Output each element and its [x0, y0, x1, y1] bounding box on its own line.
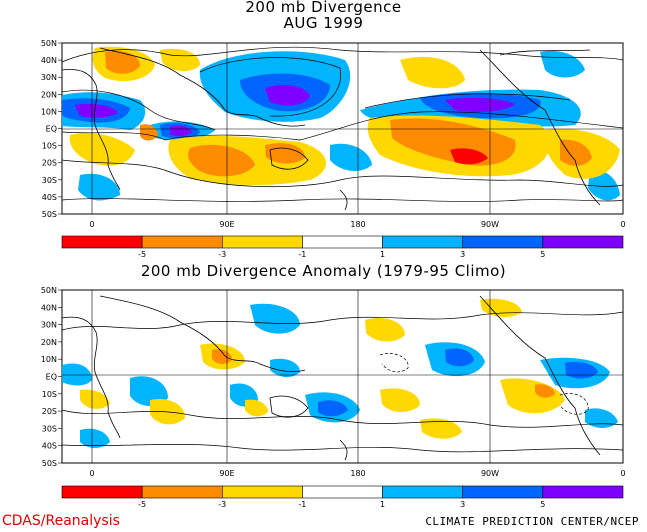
top-lon-label: 90W: [481, 220, 499, 229]
top-lat-label: 10S: [42, 142, 57, 151]
bottom-map-grid: [62, 290, 623, 463]
bottom-map-coastlines: [61, 295, 601, 461]
bottom-lon-label: 0: [89, 469, 94, 478]
bottom-lat-label: 30N: [41, 321, 57, 330]
bottom-lat-label: 40N: [41, 303, 57, 312]
bottom-colorbar-swatch: [61, 485, 143, 499]
top-lat-label: 50N: [41, 39, 57, 48]
top-lon-axis: 0 90E 180 90W 0: [89, 220, 625, 229]
top-colorbar-tick: -1: [298, 250, 306, 259]
top-lat-label: 20N: [41, 90, 57, 99]
top-colorbar-swatch: [542, 235, 624, 249]
bottom-map-contours: [61, 311, 624, 453]
top-colorbar-tick: 1: [380, 250, 385, 259]
top-colorbar-swatch: [382, 235, 464, 249]
bottom-lat-axis: 50N 40N 30N 20N 10N EQ 10S 20S 30S 40S 50S: [41, 286, 62, 468]
top-map-grid: [62, 43, 623, 214]
top-lat-label: 50S: [42, 210, 57, 219]
top-lat-label: EQ: [46, 125, 57, 134]
bottom-lon-label: 90W: [481, 469, 499, 478]
bottom-colorbar-tick: 3: [460, 500, 465, 509]
top-map-coastlines: [61, 47, 601, 211]
top-title-line2: AUG 1999: [283, 14, 364, 32]
bottom-colorbar-tick: -3: [218, 500, 226, 509]
top-colorbar-swatch: [462, 235, 544, 249]
top-lat-label: 40S: [42, 193, 57, 202]
bottom-map-shading: [62, 298, 618, 448]
top-colorbar: -5 -3 -1 1 3 5: [61, 235, 624, 259]
top-title-line1: 200 mb Divergence: [245, 0, 402, 16]
top-lat-axis: 50N 40N 30N 20N 10N EQ 10S 20S 30S 40S 50S: [41, 39, 62, 219]
bottom-lon-label: 90E: [219, 469, 234, 478]
top-colorbar-swatch: [141, 235, 223, 249]
bottom-colorbar: -5 -3 -1 1 3 5: [61, 485, 624, 509]
bottom-lat-label: 30S: [42, 424, 57, 433]
bottom-lat-label: 50S: [42, 459, 57, 468]
bottom-lon-label: 180: [350, 469, 365, 478]
bottom-colorbar-swatch: [462, 485, 544, 499]
top-colorbar-tick: 3: [460, 250, 465, 259]
top-lat-label: 40N: [41, 56, 57, 65]
bottom-colorbar-tick: -1: [298, 500, 306, 509]
top-lon-label: 0: [620, 220, 625, 229]
bottom-lon-label: 0: [620, 469, 625, 478]
bottom-lon-axis: 0 90E 180 90W 0: [89, 469, 625, 478]
top-colorbar-swatch: [61, 235, 143, 249]
bottom-colorbar-swatch: [382, 485, 464, 499]
top-lon-label: 90E: [219, 220, 234, 229]
top-lat-label: 10N: [41, 107, 57, 116]
bottom-title: 200 mb Divergence Anomaly (1979-95 Climo…: [140, 262, 507, 280]
top-map-shading: [62, 46, 620, 201]
top-lon-label: 0: [89, 220, 94, 229]
bottom-colorbar-swatch: [221, 485, 303, 499]
agency-label: CLIMATE PREDICTION CENTER/NCEP: [425, 515, 639, 528]
bottom-lat-label: 50N: [41, 286, 57, 295]
bottom-colorbar-swatch: [542, 485, 624, 499]
bottom-colorbar-tick: 1: [380, 500, 385, 509]
top-lat-label: 30S: [42, 176, 57, 185]
top-colorbar-tick: -3: [218, 250, 226, 259]
bottom-colorbar-swatch: [302, 485, 383, 499]
bottom-lat-label: 40S: [42, 442, 57, 451]
top-lat-label: 30N: [41, 73, 57, 82]
data-source-label: CDAS/Reanalysis: [2, 513, 120, 529]
bottom-colorbar-swatch: [141, 485, 223, 499]
bottom-lat-label: 20N: [41, 338, 57, 347]
top-map-contours: [61, 46, 624, 202]
bottom-lat-label: 10S: [42, 390, 57, 399]
bottom-lat-label: 20S: [42, 407, 57, 416]
bottom-anomaly-map: [61, 289, 624, 464]
top-lat-label: 20S: [42, 159, 57, 168]
top-colorbar-swatch: [221, 235, 303, 249]
top-colorbar-tick: 5: [540, 250, 545, 259]
bottom-lat-label: 10N: [41, 355, 57, 364]
bottom-colorbar-tick: 5: [540, 500, 545, 509]
bottom-lat-label: EQ: [46, 373, 57, 382]
bottom-colorbar-tick: -5: [138, 500, 146, 509]
top-colorbar-swatch: [302, 235, 383, 249]
top-lon-label: 180: [350, 220, 365, 229]
top-colorbar-tick: -5: [138, 250, 146, 259]
top-divergence-map: [61, 42, 624, 215]
